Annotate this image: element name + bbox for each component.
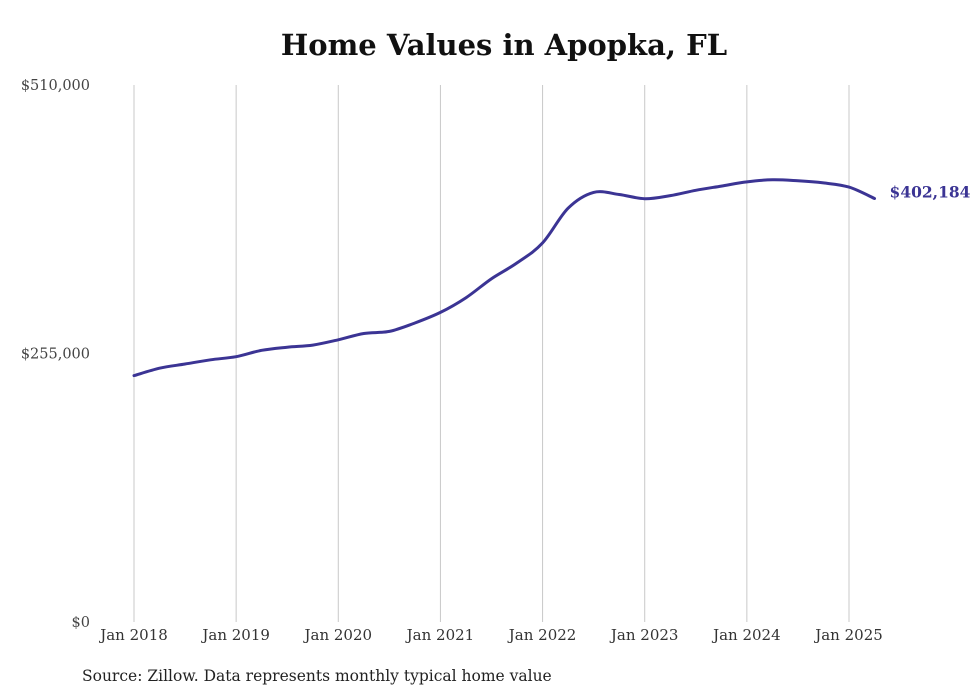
x-tick-label: Jan 2025: [813, 626, 883, 644]
source-note: Source: Zillow. Data represents monthly …: [82, 667, 552, 685]
x-tick-label: Jan 2020: [303, 626, 373, 644]
y-tick-label: $0: [72, 615, 90, 631]
x-tick-label: Jan 2018: [98, 626, 168, 644]
home-value-line: [132, 178, 876, 378]
x-tick-label: Jan 2019: [200, 626, 270, 644]
x-tick-label: Jan 2021: [405, 626, 475, 644]
y-tick-label: $510,000: [21, 78, 90, 94]
chart-title: Home Values in Apopka, FL: [280, 28, 728, 62]
x-tick-label: Jan 2024: [711, 626, 781, 644]
x-tick-label: Jan 2022: [507, 626, 577, 644]
end-value-label: $402,184: [890, 183, 971, 202]
y-tick-label: $255,000: [21, 347, 90, 363]
x-tick-label: Jan 2023: [609, 626, 679, 644]
